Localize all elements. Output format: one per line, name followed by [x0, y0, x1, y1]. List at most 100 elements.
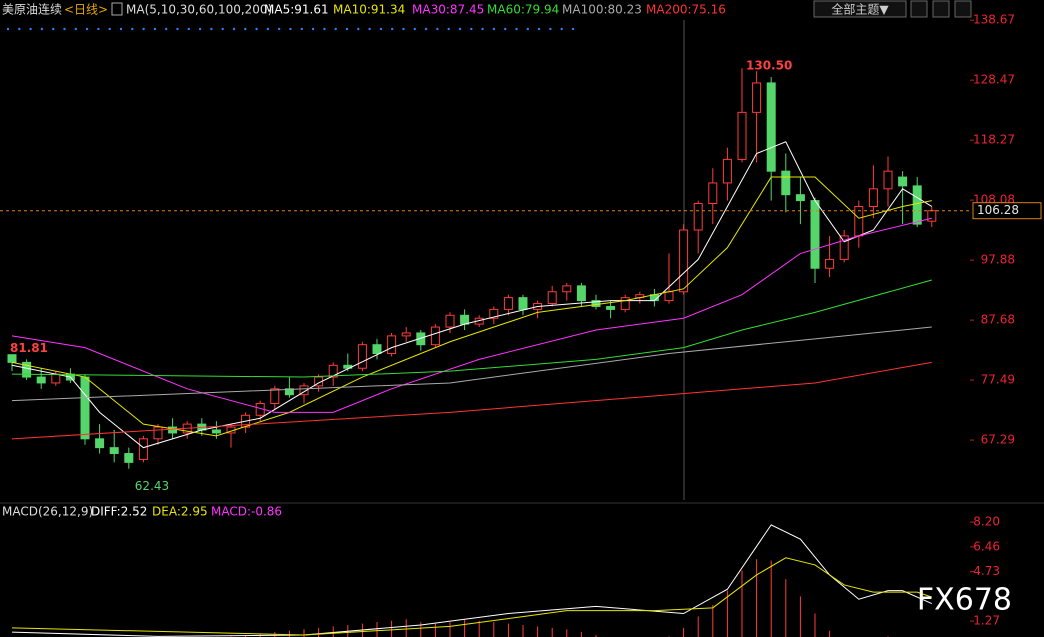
dot: [300, 27, 303, 31]
dot: [97, 27, 100, 31]
dot: [504, 27, 507, 31]
candle-body: [124, 453, 134, 463]
dot: [244, 27, 247, 31]
ma-line: [11, 279, 932, 378]
candle-body: [138, 438, 148, 460]
y-tick-label: 6.46: [973, 539, 1000, 553]
y-tick-label: 87.68: [981, 313, 1015, 327]
candle-body: [883, 170, 893, 190]
candle-body: [503, 297, 513, 310]
candle-body: [299, 385, 309, 396]
candle-body: [679, 229, 689, 293]
dot: [402, 27, 405, 31]
dot: [232, 27, 236, 31]
candle-body: [927, 210, 937, 222]
macd-line: [11, 524, 933, 637]
legend-entry: MA10:91.34: [333, 3, 405, 17]
candle-body: [284, 388, 294, 396]
legend-entry: DEA:2.95: [152, 505, 208, 519]
last-price-box: [972, 202, 1042, 220]
dot: [255, 27, 258, 31]
dot: [6, 27, 10, 31]
dot: [221, 27, 224, 31]
dot: [278, 27, 281, 31]
dot: [165, 27, 168, 31]
ma-line: [11, 176, 932, 437]
dot: [391, 27, 394, 31]
candle-body: [168, 426, 178, 434]
dot: [63, 27, 66, 31]
y-tick-label: 1.27: [973, 614, 1000, 628]
dot: [537, 27, 541, 31]
dot: [379, 27, 383, 31]
low-label: 62.43: [135, 479, 169, 493]
theme-button[interactable]: [813, 0, 907, 18]
dot: [142, 27, 145, 31]
dot: [447, 27, 450, 31]
candle-body: [664, 291, 674, 302]
dot: [424, 27, 428, 31]
dot: [334, 27, 337, 31]
candle-body: [825, 258, 835, 269]
candle-body: [518, 297, 528, 310]
ma-line: [11, 326, 932, 402]
dot: [198, 27, 202, 31]
icon: [111, 2, 123, 16]
candle-body: [51, 373, 61, 384]
candle-body: [795, 194, 805, 202]
dot: [560, 27, 563, 31]
dot: [119, 27, 123, 31]
candle-body: [372, 344, 382, 355]
candle-body: [839, 235, 849, 260]
instrument-title: 美原油连续: [2, 2, 62, 17]
candle-body: [562, 285, 572, 293]
dot: [481, 27, 484, 31]
dot: [515, 27, 518, 31]
theme-button-label[interactable]: 全部主题▼: [831, 2, 889, 17]
dot: [210, 27, 213, 31]
ma-line: [11, 217, 932, 413]
dot: [29, 27, 32, 31]
y-tick-label: 8.20: [973, 515, 1000, 529]
dot: [266, 27, 270, 31]
candle-body: [153, 426, 163, 440]
dot: [289, 27, 292, 31]
macd-title: MACD(26,12,9): [2, 505, 93, 519]
legend-entry: MACD:-0.86: [211, 505, 282, 519]
candle-body: [7, 354, 17, 363]
y-tick-label: 4.73: [973, 564, 1000, 578]
candle-body: [460, 314, 470, 325]
candle-body: [489, 308, 499, 319]
ma-line: [11, 141, 933, 449]
dot: [323, 27, 326, 31]
candle-body: [708, 182, 718, 205]
start-label: 81.81: [10, 341, 48, 355]
dot: [18, 27, 21, 31]
legend-entry: MA30:87.45: [412, 3, 484, 17]
candle-body: [416, 332, 426, 346]
candle-body: [445, 314, 455, 328]
candle-body: [693, 203, 703, 231]
y-tick-label: 128.47: [973, 73, 1015, 87]
candle-body: [328, 364, 338, 378]
candle-body: [752, 82, 762, 113]
dot: [311, 27, 315, 31]
candle-body: [620, 297, 630, 310]
dot: [357, 27, 360, 31]
candle-body: [722, 158, 732, 184]
y-tick-label: 118.27: [973, 133, 1015, 147]
icon-button[interactable]: [910, 0, 928, 18]
dot: [571, 27, 575, 31]
candle-body: [737, 111, 747, 160]
candle-body: [211, 429, 221, 434]
legend-entry: MA100:80.23: [562, 3, 642, 17]
dot: [176, 27, 179, 31]
dot: [74, 27, 78, 31]
dot: [458, 27, 462, 31]
icon-button[interactable]: [932, 0, 950, 18]
icon-button[interactable]: [954, 0, 972, 18]
high-label: 130.50: [746, 59, 792, 73]
dot: [413, 27, 416, 31]
y-tick-label: 97.88: [981, 253, 1015, 267]
dot: [85, 27, 89, 31]
